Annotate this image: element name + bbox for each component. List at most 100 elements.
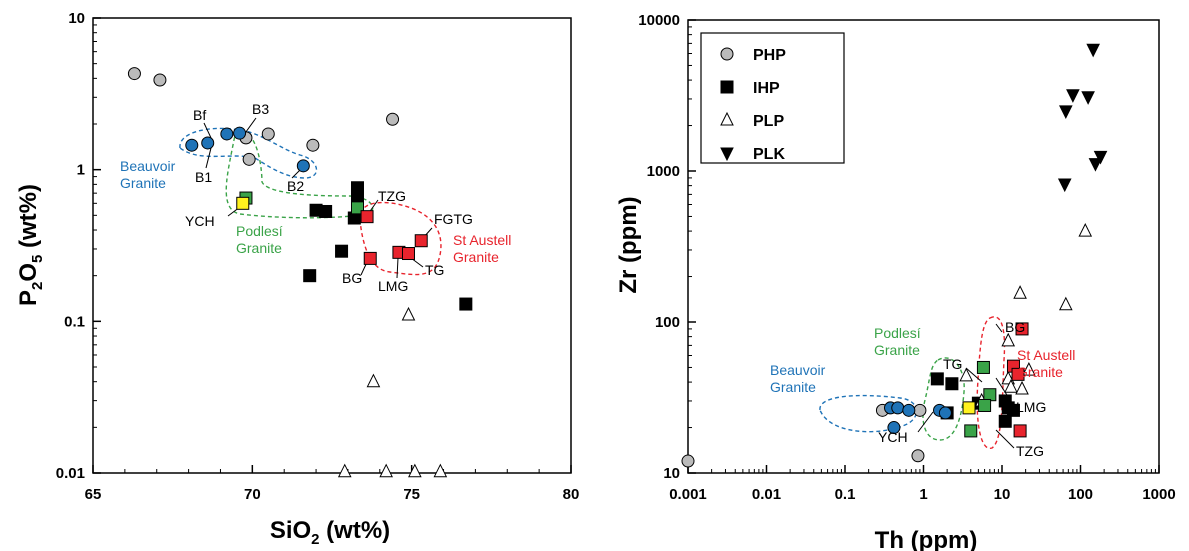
right-ann-podlesi: Podlesí <box>874 325 921 341</box>
st-austell-envelope-right <box>976 316 1006 449</box>
left-y-tick-label: 0.1 <box>64 313 85 330</box>
right-x-axis-label: Th (ppm) <box>875 527 978 551</box>
legend-marker-plp <box>720 111 734 126</box>
podlesi-envelope-right <box>922 357 965 441</box>
right-y-tick-label: 10000 <box>638 12 680 29</box>
right-point-beauvoir <box>887 421 901 435</box>
left-ann-tzg: TZG <box>378 188 406 204</box>
left-y-tick-label: 1 <box>77 162 85 179</box>
left-ann-tg: TG <box>425 262 444 278</box>
left-ann-b2: B2 <box>287 178 304 194</box>
left-x-tick-label: 70 <box>244 486 261 503</box>
left-y-tick-label: 10 <box>68 10 85 27</box>
right-point-plp <box>1078 222 1093 237</box>
right-y-tick-label: 1000 <box>647 163 680 180</box>
left-point-php <box>261 127 275 141</box>
right-point-ihp <box>1006 403 1020 417</box>
left-ann-beauvoir: Beauvoir <box>120 158 176 174</box>
right-point-ihp <box>998 414 1012 428</box>
left-ann-lmg: LMG <box>378 278 408 294</box>
left-ann-podlesi-granite: Granite <box>236 240 282 256</box>
left-point-php <box>127 67 141 81</box>
right-ann-st-austell-granite: Granite <box>1017 364 1063 380</box>
right-point-podles- <box>964 424 978 438</box>
left-ann-b1: B1 <box>195 169 212 185</box>
right-point-beauvoir <box>902 403 916 417</box>
right-point-plp <box>959 367 974 382</box>
right-panel: 0.001 0.01 0.1 1 10 100 1000 10 100 1000 10000 PHP… <box>615 12 1176 551</box>
right-point-st-austell <box>1015 322 1029 336</box>
left-point-php <box>242 152 256 166</box>
podlesi-envelope <box>225 129 374 219</box>
st-austell-envelope <box>359 201 442 276</box>
left-ann-fgtg: FGTG <box>434 211 473 227</box>
left-ann-ych: YCH <box>185 213 215 229</box>
legend-label-plk: PLK <box>753 146 785 163</box>
left-x-tick-label: 65 <box>85 486 102 503</box>
legend-label-plp: PLP <box>753 113 784 130</box>
right-point-beauvoir <box>891 401 905 415</box>
left-point-ihp <box>303 269 317 283</box>
legend-marker-ihp <box>720 80 734 94</box>
right-point-st-austell <box>1013 424 1027 438</box>
left-ticks: 65 70 75 80 0.01 0.1 1 10 <box>56 10 580 503</box>
left-point-beauvoir <box>201 136 215 150</box>
right-point-ihp <box>930 372 944 386</box>
right-point-podles- <box>978 398 992 412</box>
legend: PHP IHP PLP PLK <box>720 47 786 163</box>
legend-marker-php <box>720 47 734 61</box>
right-ann-podlesi-granite: Granite <box>874 342 920 358</box>
right-x-tick-label: 1000 <box>1142 486 1175 503</box>
left-point-st-austell <box>401 247 415 261</box>
left-point-ihp <box>319 204 333 218</box>
right-ticks: 0.001 0.01 0.1 1 10 100 1000 10 100 1000 10000 <box>638 12 1175 503</box>
right-ann-beauvoir-granite: Granite <box>770 379 816 395</box>
left-point-plp <box>433 463 448 478</box>
left-point-st-austell <box>414 234 428 248</box>
right-point-php <box>913 403 927 417</box>
right-point-plk <box>1066 89 1080 103</box>
left-point-beauvoir <box>296 159 310 173</box>
right-point-plp <box>1001 332 1016 347</box>
right-point-plk <box>1059 105 1073 120</box>
legend-label-php: PHP <box>753 47 786 64</box>
right-point-podles- <box>983 388 997 402</box>
legend-label-ihp: IHP <box>753 80 780 97</box>
left-point-plp <box>337 463 352 478</box>
right-point-plp <box>1013 285 1027 299</box>
left-point-plp <box>379 463 393 478</box>
right-point-plp <box>1004 379 1018 393</box>
left-point-beauvoir <box>185 138 199 152</box>
right-point-plp <box>1059 296 1073 311</box>
left-point-plp <box>401 306 416 321</box>
left-point-php <box>386 112 400 126</box>
right-point-plp <box>1015 380 1029 395</box>
left-x-tick-label: 75 <box>403 486 420 503</box>
left-point-st-austell <box>360 210 374 224</box>
left-y-tick-label: 0.01 <box>56 465 85 482</box>
right-point-plp <box>1022 362 1036 376</box>
left-x-tick-label: 80 <box>563 486 580 503</box>
left-point-ihp <box>459 297 473 311</box>
left-point-ihp <box>350 188 364 202</box>
left-ann-bg: BG <box>342 270 362 286</box>
left-point-beauvoir <box>233 126 247 140</box>
left-ann-st-austell: St Austell <box>453 232 511 248</box>
right-ann-beauvoir: Beauvoir <box>770 362 826 378</box>
left-ann-podlesi: Podlesí <box>236 223 283 239</box>
left-point-podles- <box>350 201 364 215</box>
left-point-plp <box>366 373 381 388</box>
right-point-ych <box>962 401 976 415</box>
right-point-php <box>681 454 695 468</box>
right-point-beauvoir <box>938 406 952 420</box>
left-point-st-austell <box>363 251 377 265</box>
left-point-plp <box>408 463 422 478</box>
left-point-ihp <box>335 244 349 258</box>
beauvoir-envelope-right <box>819 394 918 433</box>
right-x-tick-label: 0.001 <box>669 486 707 503</box>
left-y-axis-label: P2O5 (wt%) <box>15 184 46 306</box>
left-ann-b3: B3 <box>252 101 269 117</box>
right-ann-tg: TG <box>943 356 962 372</box>
right-x-tick-label: 100 <box>1068 486 1093 503</box>
